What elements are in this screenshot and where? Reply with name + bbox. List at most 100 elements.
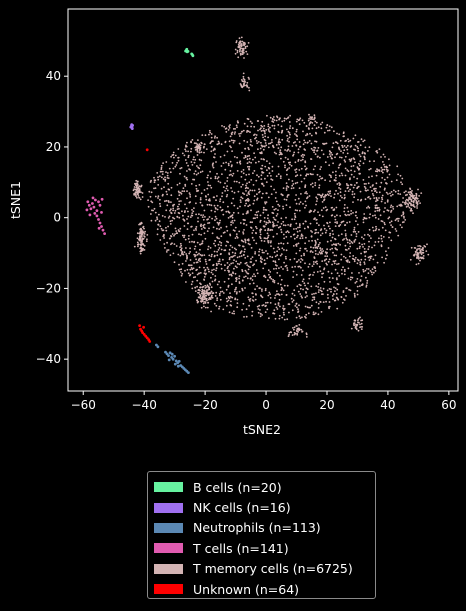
point-t-memory-cells: [170, 194, 173, 197]
point-t-memory-cells: [266, 169, 268, 172]
point-t-memory-cells: [347, 214, 349, 216]
point-t-memory-cells: [180, 247, 183, 250]
point-t-memory-cells: [332, 171, 334, 174]
point-t-memory-cells: [255, 161, 257, 164]
point-t-memory-cells: [322, 250, 325, 252]
point-t-memory-cells: [403, 202, 406, 204]
point-t-memory-cells: [331, 146, 334, 149]
point-t-memory-cells: [256, 216, 259, 219]
point-t-memory-cells: [311, 239, 313, 242]
point-t-memory-cells: [411, 194, 414, 197]
point-t-memory-cells: [245, 184, 247, 187]
point-t-memory-cells: [339, 224, 342, 226]
point-t-memory-cells: [244, 287, 246, 289]
point-t-memory-cells: [295, 303, 298, 305]
point-t-memory-cells: [278, 317, 281, 320]
point-t-memory-cells: [408, 206, 411, 209]
point-t-memory-cells: [288, 311, 290, 314]
point-t-memory-cells: [291, 184, 294, 187]
point-t-memory-cells: [401, 183, 404, 186]
point-t-memory-cells: [201, 286, 204, 289]
point-t-memory-cells: [287, 158, 289, 161]
point-t-memory-cells: [368, 228, 371, 231]
point-t-memory-cells: [208, 216, 211, 218]
point-t-memory-cells: [251, 236, 254, 239]
point-t-memory-cells: [173, 234, 175, 237]
point-t-memory-cells: [294, 175, 297, 178]
point-t-memory-cells: [278, 153, 281, 156]
point-t-memory-cells: [220, 235, 223, 238]
point-t-memory-cells: [166, 174, 169, 177]
point-t-memory-cells: [164, 178, 167, 181]
point-t-memory-cells: [335, 277, 338, 279]
point-b-cells: [186, 50, 190, 53]
point-t-memory-cells: [305, 332, 308, 335]
point-t-memory-cells: [378, 207, 380, 209]
point-t-memory-cells: [188, 274, 191, 277]
point-t-memory-cells: [236, 306, 239, 309]
point-t-memory-cells: [135, 195, 137, 198]
point-t-memory-cells: [244, 156, 247, 159]
point-t-memory-cells: [419, 259, 421, 262]
point-t-memory-cells: [346, 184, 349, 187]
point-t-memory-cells: [420, 248, 423, 251]
point-t-memory-cells: [311, 182, 314, 185]
point-t-memory-cells: [179, 167, 182, 170]
point-t-memory-cells: [360, 319, 362, 322]
point-t-memory-cells: [240, 84, 243, 86]
point-t-memory-cells: [203, 301, 206, 303]
point-t-memory-cells: [313, 210, 315, 213]
point-t-memory-cells: [350, 212, 352, 215]
point-t-memory-cells: [209, 247, 212, 249]
point-t-memory-cells: [251, 189, 254, 192]
point-t-memory-cells: [228, 311, 231, 314]
point-t-memory-cells: [226, 189, 229, 192]
point-t-memory-cells: [156, 172, 159, 174]
point-t-memory-cells: [149, 181, 152, 183]
point-t-memory-cells: [199, 253, 202, 256]
point-t-memory-cells: [159, 170, 162, 173]
point-t-cells: [95, 214, 99, 218]
point-t-memory-cells: [259, 233, 262, 236]
point-t-memory-cells: [319, 242, 321, 244]
point-t-memory-cells: [344, 248, 347, 251]
point-t-memory-cells: [203, 293, 206, 295]
point-t-memory-cells: [226, 180, 229, 182]
point-t-memory-cells: [296, 181, 299, 184]
point-t-memory-cells: [343, 149, 346, 152]
point-t-memory-cells: [401, 226, 403, 229]
point-t-memory-cells: [381, 226, 384, 229]
point-t-memory-cells: [340, 269, 343, 271]
point-t-memory-cells: [250, 209, 252, 212]
point-t-memory-cells: [249, 139, 252, 141]
point-t-memory-cells: [152, 209, 155, 212]
point-t-memory-cells: [318, 186, 320, 189]
point-t-memory-cells: [386, 166, 389, 169]
point-t-memory-cells: [354, 230, 357, 233]
point-t-memory-cells: [368, 160, 371, 163]
point-t-memory-cells: [261, 296, 264, 299]
point-t-memory-cells: [285, 198, 288, 201]
point-t-memory-cells: [322, 287, 325, 290]
point-t-memory-cells: [418, 247, 421, 250]
point-t-memory-cells: [407, 203, 410, 206]
point-t-memory-cells: [253, 199, 256, 202]
point-t-memory-cells: [306, 196, 309, 199]
point-t-memory-cells: [400, 214, 403, 217]
point-t-memory-cells: [139, 250, 142, 252]
point-t-memory-cells: [178, 263, 180, 266]
point-t-memory-cells: [327, 225, 330, 228]
point-t-memory-cells: [364, 187, 367, 190]
point-t-memory-cells: [385, 182, 387, 184]
point-t-memory-cells: [362, 140, 365, 143]
point-t-memory-cells: [288, 303, 291, 306]
point-t-memory-cells: [197, 289, 200, 291]
point-t-memory-cells: [295, 194, 297, 196]
point-t-memory-cells: [246, 141, 249, 143]
point-t-memory-cells: [227, 299, 230, 302]
point-t-memory-cells: [314, 250, 317, 252]
legend-label: B cells (n=20): [193, 479, 282, 495]
point-t-memory-cells: [267, 196, 270, 199]
point-t-memory-cells: [374, 270, 377, 272]
point-t-memory-cells: [248, 173, 250, 176]
